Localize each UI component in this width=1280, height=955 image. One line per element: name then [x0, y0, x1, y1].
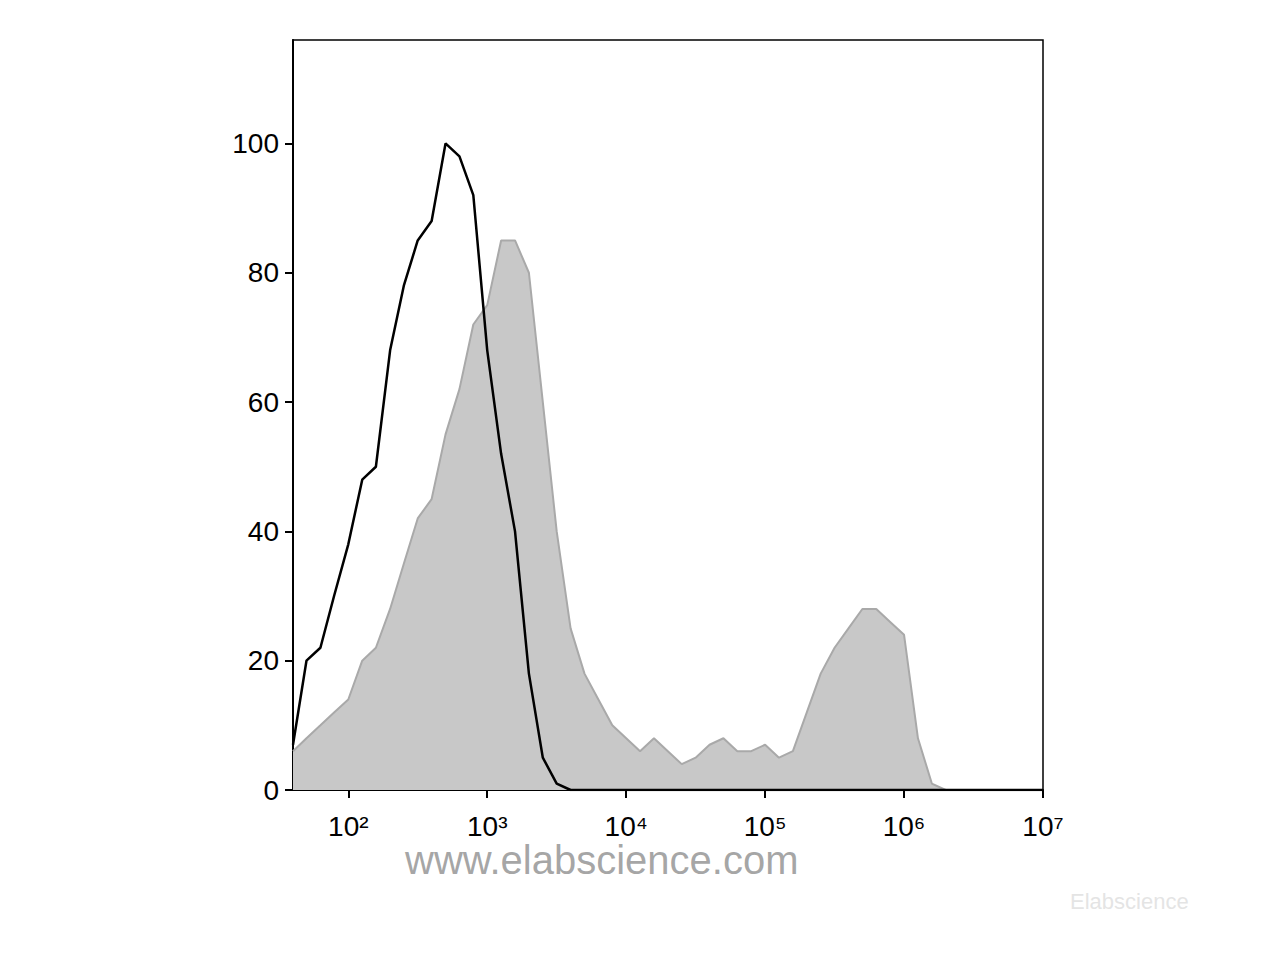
svg-text:0: 0: [263, 775, 279, 806]
svg-text:www.elabscience.com: www.elabscience.com: [404, 838, 799, 882]
svg-text:Elabscience: Elabscience: [1070, 889, 1189, 914]
svg-text:60: 60: [248, 387, 279, 418]
svg-text:10²: 10²: [328, 811, 368, 842]
svg-text:10⁴: 10⁴: [605, 811, 648, 842]
svg-text:20: 20: [248, 645, 279, 676]
svg-text:10⁶: 10⁶: [883, 811, 926, 842]
svg-text:80: 80: [248, 257, 279, 288]
svg-text:40: 40: [248, 516, 279, 547]
svg-text:10⁵: 10⁵: [744, 811, 787, 842]
svg-text:10³: 10³: [467, 811, 507, 842]
svg-text:100: 100: [232, 128, 279, 159]
svg-text:10⁷: 10⁷: [1022, 811, 1063, 842]
